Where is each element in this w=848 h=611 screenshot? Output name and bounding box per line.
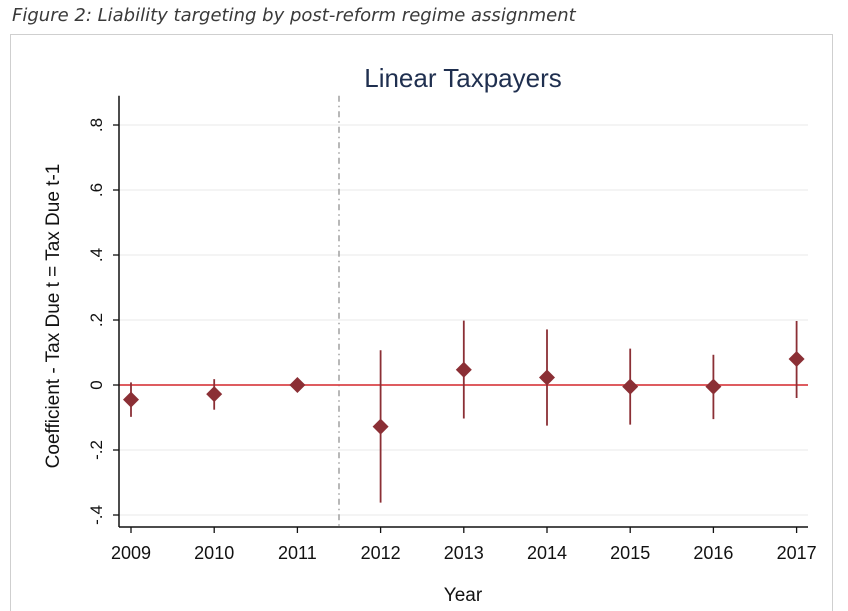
y-tick-label: .8 — [87, 118, 106, 132]
point-estimate-marker — [289, 377, 306, 393]
axes: -.4 -.2 0 .2 .4 .6 .8 2009 2010 2011 2012 2013 2014 2… — [87, 95, 817, 563]
y-tick-label: .6 — [87, 183, 106, 197]
confidence-intervals — [130, 320, 798, 503]
point-estimate-marker — [372, 418, 389, 435]
y-tick-label: .4 — [87, 248, 106, 262]
x-tick-label: 2016 — [693, 543, 733, 563]
reference-lines — [119, 95, 808, 527]
point-estimate-marker — [788, 351, 805, 367]
gridlines — [119, 124, 808, 516]
x-tick-label: 2012 — [361, 543, 401, 563]
y-tick-label: -.2 — [87, 440, 106, 460]
y-tick-label: -.4 — [87, 505, 106, 525]
point-estimate-marker — [622, 378, 639, 395]
point-estimate-marker — [455, 361, 472, 378]
point-estimate-marker — [123, 391, 139, 408]
x-axis-label: Year — [444, 585, 483, 606]
y-tick-label: 0 — [87, 380, 106, 389]
x-tick-label: 2009 — [111, 543, 151, 563]
x-tick-label: 2013 — [444, 543, 484, 563]
x-tick-label: 2010 — [194, 543, 234, 563]
point-estimates — [123, 351, 805, 435]
figure-caption: Figure 2: Liability targeting by post-re… — [12, 5, 576, 26]
point-estimate-marker — [705, 378, 722, 395]
y-tick-label: .2 — [87, 313, 106, 327]
chart-title: Linear Taxpayers — [364, 63, 562, 93]
x-tick-label: 2015 — [610, 543, 650, 563]
x-tick-label: 2014 — [527, 543, 567, 563]
y-axis-label: Coefficient - Tax Due t = Tax Due t-1 — [43, 164, 64, 469]
point-estimate-marker — [539, 369, 555, 386]
x-tick-label: 2017 — [777, 543, 817, 563]
x-tick-label: 2011 — [278, 543, 317, 563]
point-estimate-marker — [206, 386, 223, 403]
